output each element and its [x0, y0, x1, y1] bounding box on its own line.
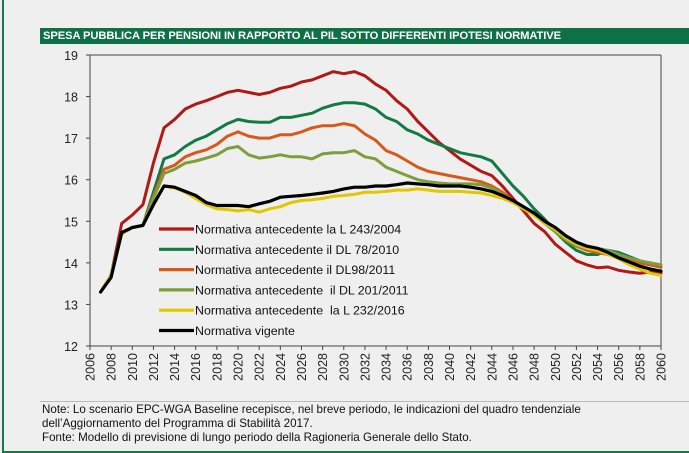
y-tick-label: 16	[64, 174, 78, 188]
legend-label: Normativa antecedente la L 243/2004	[195, 223, 401, 237]
legend-label: Normativa antecedente la L 232/2016	[195, 304, 405, 318]
legend-label: Normativa antecedente il DL 78/2010	[195, 243, 399, 257]
x-tick-label: 2010	[126, 353, 140, 381]
y-tick-label: 13	[64, 298, 78, 312]
x-tick-label: 2034	[380, 353, 394, 381]
x-tick-label: 2058	[633, 353, 647, 381]
x-tick-label: 2046	[506, 353, 520, 381]
x-tick-label: 2056	[612, 353, 626, 381]
note-line: dell’Aggiornamento del Programma di Stab…	[42, 416, 313, 430]
x-tick-label: 2038	[422, 353, 436, 381]
y-tick-label: 15	[64, 215, 78, 229]
x-tick-label: 2050	[549, 353, 563, 381]
x-tick-label: 2014	[168, 353, 182, 381]
legend-label: Normativa vigente	[195, 324, 295, 338]
y-tick-label: 19	[64, 49, 78, 63]
notes-divider	[40, 401, 689, 402]
chart-legend: Normativa antecedente la L 243/2004 Norma…	[159, 223, 409, 338]
x-tick-label: 2052	[570, 353, 584, 381]
y-tick-label: 14	[64, 257, 78, 271]
chart-lines	[98, 70, 663, 294]
x-tick-label: 2040	[443, 353, 457, 381]
x-tick-label: 2006	[84, 353, 98, 381]
note-line: Note: Lo scenario EPC-WGA Baseline recep…	[42, 403, 581, 416]
series-line-0	[99, 70, 663, 294]
x-tick-label: 2044	[485, 353, 499, 381]
x-tick-label: 2012	[147, 353, 161, 381]
x-tick-label: 2054	[591, 353, 605, 381]
x-tick-label: 2030	[337, 353, 351, 381]
series-line-5	[98, 181, 663, 294]
x-tick-label: 2026	[295, 353, 309, 381]
series-line-4	[99, 184, 663, 294]
y-tick-label: 17	[64, 132, 78, 146]
x-tick-label: 2048	[528, 353, 542, 381]
x-tick-label: 2018	[210, 353, 224, 381]
legend-label: Normativa antecedente il DL98/2011	[195, 263, 395, 277]
pension-spending-chart: 12 13 14 15 16 17 18 19 2006 2008 2010 2012 2014 2016…	[64, 49, 668, 381]
legend-label: Normativa antecedente il DL 201/2011	[195, 283, 409, 297]
x-tick-label: 2042	[464, 353, 478, 381]
x-tick-label: 2028	[316, 353, 330, 381]
source-line: Fonte: Modello di previsione di lungo pe…	[42, 430, 472, 444]
x-tick-label: 2060	[655, 353, 669, 381]
x-tick-label: 2008	[105, 353, 119, 381]
x-tick-label: 2020	[232, 353, 246, 381]
y-tick-label: 12	[64, 340, 78, 354]
x-tick-label: 2022	[253, 353, 267, 381]
x-tick-label: 2024	[274, 353, 288, 381]
chart-notes: Note: Lo scenario EPC-WGA Baseline recep…	[42, 403, 687, 444]
frame-bottom-rule	[2, 451, 689, 453]
series-line-1	[99, 101, 663, 294]
y-tick-label: 18	[64, 91, 78, 105]
x-tick-label: 2036	[401, 353, 415, 381]
x-tick-label: 2016	[189, 353, 203, 381]
frame-left-rule	[2, 0, 4, 453]
chart-axes: 12 13 14 15 16 17 18 19 2006 2008 2010 2012 2014 2016…	[64, 49, 668, 381]
chart-title: SPESA PUBBLICA PER PENSIONI IN RAPPORTO …	[40, 28, 689, 44]
series-line-3	[99, 145, 663, 294]
x-tick-label: 2032	[358, 353, 372, 381]
